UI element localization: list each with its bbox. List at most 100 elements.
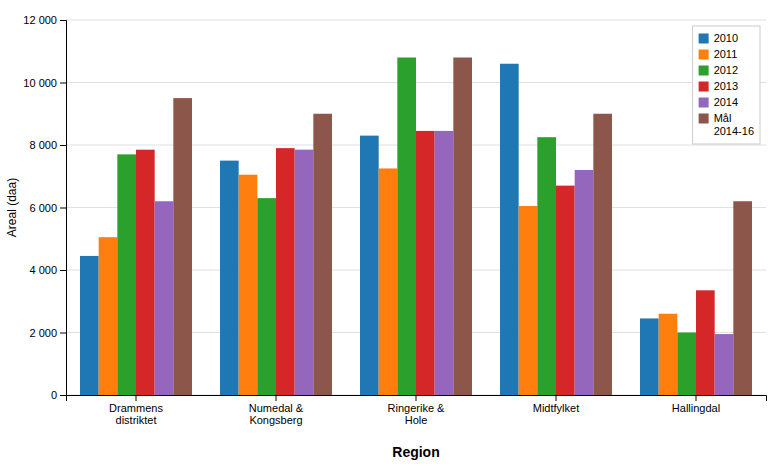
bar — [155, 201, 174, 395]
legend-label: 2012 — [714, 64, 738, 76]
y-tick: 6 000 — [29, 202, 66, 214]
x-tick-label: Numedal &Kongsberg — [249, 402, 304, 427]
legend-swatch — [699, 98, 709, 108]
bar — [117, 154, 136, 395]
x-tick: Midtfylket — [533, 395, 579, 414]
x-tick-label-line: Midtfylket — [533, 402, 579, 414]
bar — [556, 186, 575, 395]
x-tick-label-line: distriktet — [116, 414, 157, 426]
bar — [715, 334, 734, 395]
legend-swatch — [699, 34, 709, 44]
x-tick-mark — [556, 395, 557, 401]
bars — [80, 58, 752, 396]
y-tick-mark — [60, 208, 66, 209]
x-tick-mark — [276, 395, 277, 401]
y-axis-title: Areal (daa) — [5, 178, 19, 237]
y-tick-label: 10 000 — [23, 77, 57, 89]
bar — [453, 58, 472, 396]
y-tick: 0 — [51, 389, 66, 401]
y-tick-label: 12 000 — [23, 14, 57, 26]
y-tick: 10 000 — [23, 77, 66, 89]
y-tick-mark — [60, 83, 66, 84]
chart: 0 2 000 4 000 6 000 8 000 10 000 12 000 Drammen… — [0, 0, 781, 467]
x-tick-mark — [416, 395, 417, 401]
bar — [295, 150, 314, 395]
bar-series — [136, 131, 715, 395]
bar — [379, 168, 398, 395]
y-tick-label: 8 000 — [29, 139, 57, 151]
bar — [173, 98, 192, 395]
x-tick: Numedal &Kongsberg — [249, 395, 304, 426]
legend-label: 2013 — [714, 80, 738, 92]
bar — [220, 161, 239, 395]
y-tick-label: 4 000 — [29, 264, 57, 276]
x-tick-label-line: Drammens — [109, 402, 163, 414]
x-tick-label-line: Ringerike & — [388, 402, 446, 414]
legend-label-line: 2014-16 — [714, 125, 754, 137]
legend-label-line: 2010 — [714, 32, 738, 44]
bar — [659, 314, 678, 395]
x-axis-line — [67, 396, 767, 402]
y-axis-line — [60, 21, 67, 396]
x-tick-label-line: Numedal & — [249, 402, 304, 414]
x-tick-label: Ringerike &Hole — [388, 402, 446, 427]
y-tick: 8 000 — [29, 139, 66, 151]
legend-label-line: 2014 — [714, 96, 738, 108]
legend-swatch — [699, 114, 709, 124]
legend-swatch — [699, 66, 709, 76]
legend-label-line: Mål — [714, 112, 732, 124]
legend: 20102011201220132014Mål2014-16 — [693, 26, 760, 144]
bar-series — [173, 58, 752, 396]
legend-box — [693, 26, 760, 144]
bar — [733, 201, 752, 395]
plot: 0 2 000 4 000 6 000 8 000 10 000 12 000 Drammen… — [23, 14, 766, 426]
y-tick-mark — [60, 270, 66, 271]
y-tick-mark — [60, 145, 66, 146]
y-tick-mark — [60, 333, 66, 334]
bar-series — [80, 64, 659, 395]
bar — [519, 206, 538, 395]
bar — [276, 148, 295, 395]
legend-label: Mål2014-16 — [714, 112, 754, 137]
x-tick: Hallingdal — [672, 395, 720, 414]
y-tick: 4 000 — [29, 264, 66, 276]
x-tick: Drammensdistriktet — [109, 395, 163, 426]
bar — [575, 170, 594, 395]
y-tick-label: 0 — [51, 389, 57, 401]
y-tick: 2 000 — [29, 327, 66, 339]
legend-label: 2010 — [714, 32, 738, 44]
y-axis: 0 2 000 4 000 6 000 8 000 10 000 12 000 — [23, 14, 66, 401]
bar-series — [117, 58, 696, 396]
bar — [677, 333, 696, 396]
legend-label: 2014 — [714, 96, 738, 108]
bar — [500, 64, 519, 395]
bar — [99, 237, 118, 395]
x-tick-label: Midtfylket — [533, 402, 579, 414]
bar — [239, 175, 258, 395]
x-tick-label: Drammensdistriktet — [109, 402, 163, 427]
grid — [66, 20, 766, 395]
bar — [80, 256, 99, 395]
legend-label-line: 2012 — [714, 64, 738, 76]
bar — [696, 290, 715, 395]
legend-swatch — [699, 50, 709, 60]
bar — [435, 131, 454, 395]
y-tick-mark — [60, 395, 66, 396]
bar — [397, 58, 416, 396]
x-axis-title: Region — [392, 444, 439, 460]
bar — [416, 131, 435, 395]
bar — [257, 198, 276, 395]
y-tick-label: 6 000 — [29, 202, 57, 214]
legend-swatch — [699, 82, 709, 92]
x-tick-label-line: Hole — [405, 414, 428, 426]
x-tick-label-line: Hallingdal — [672, 402, 720, 414]
bar — [593, 114, 612, 395]
y-tick: 12 000 — [23, 14, 66, 26]
legend-label-line: 2013 — [714, 80, 738, 92]
bar — [640, 318, 659, 395]
x-tick-label: Hallingdal — [672, 402, 720, 414]
bar — [136, 150, 155, 395]
y-tick-mark — [60, 20, 66, 21]
grid-line — [66, 20, 766, 21]
x-tick-mark — [136, 395, 137, 401]
